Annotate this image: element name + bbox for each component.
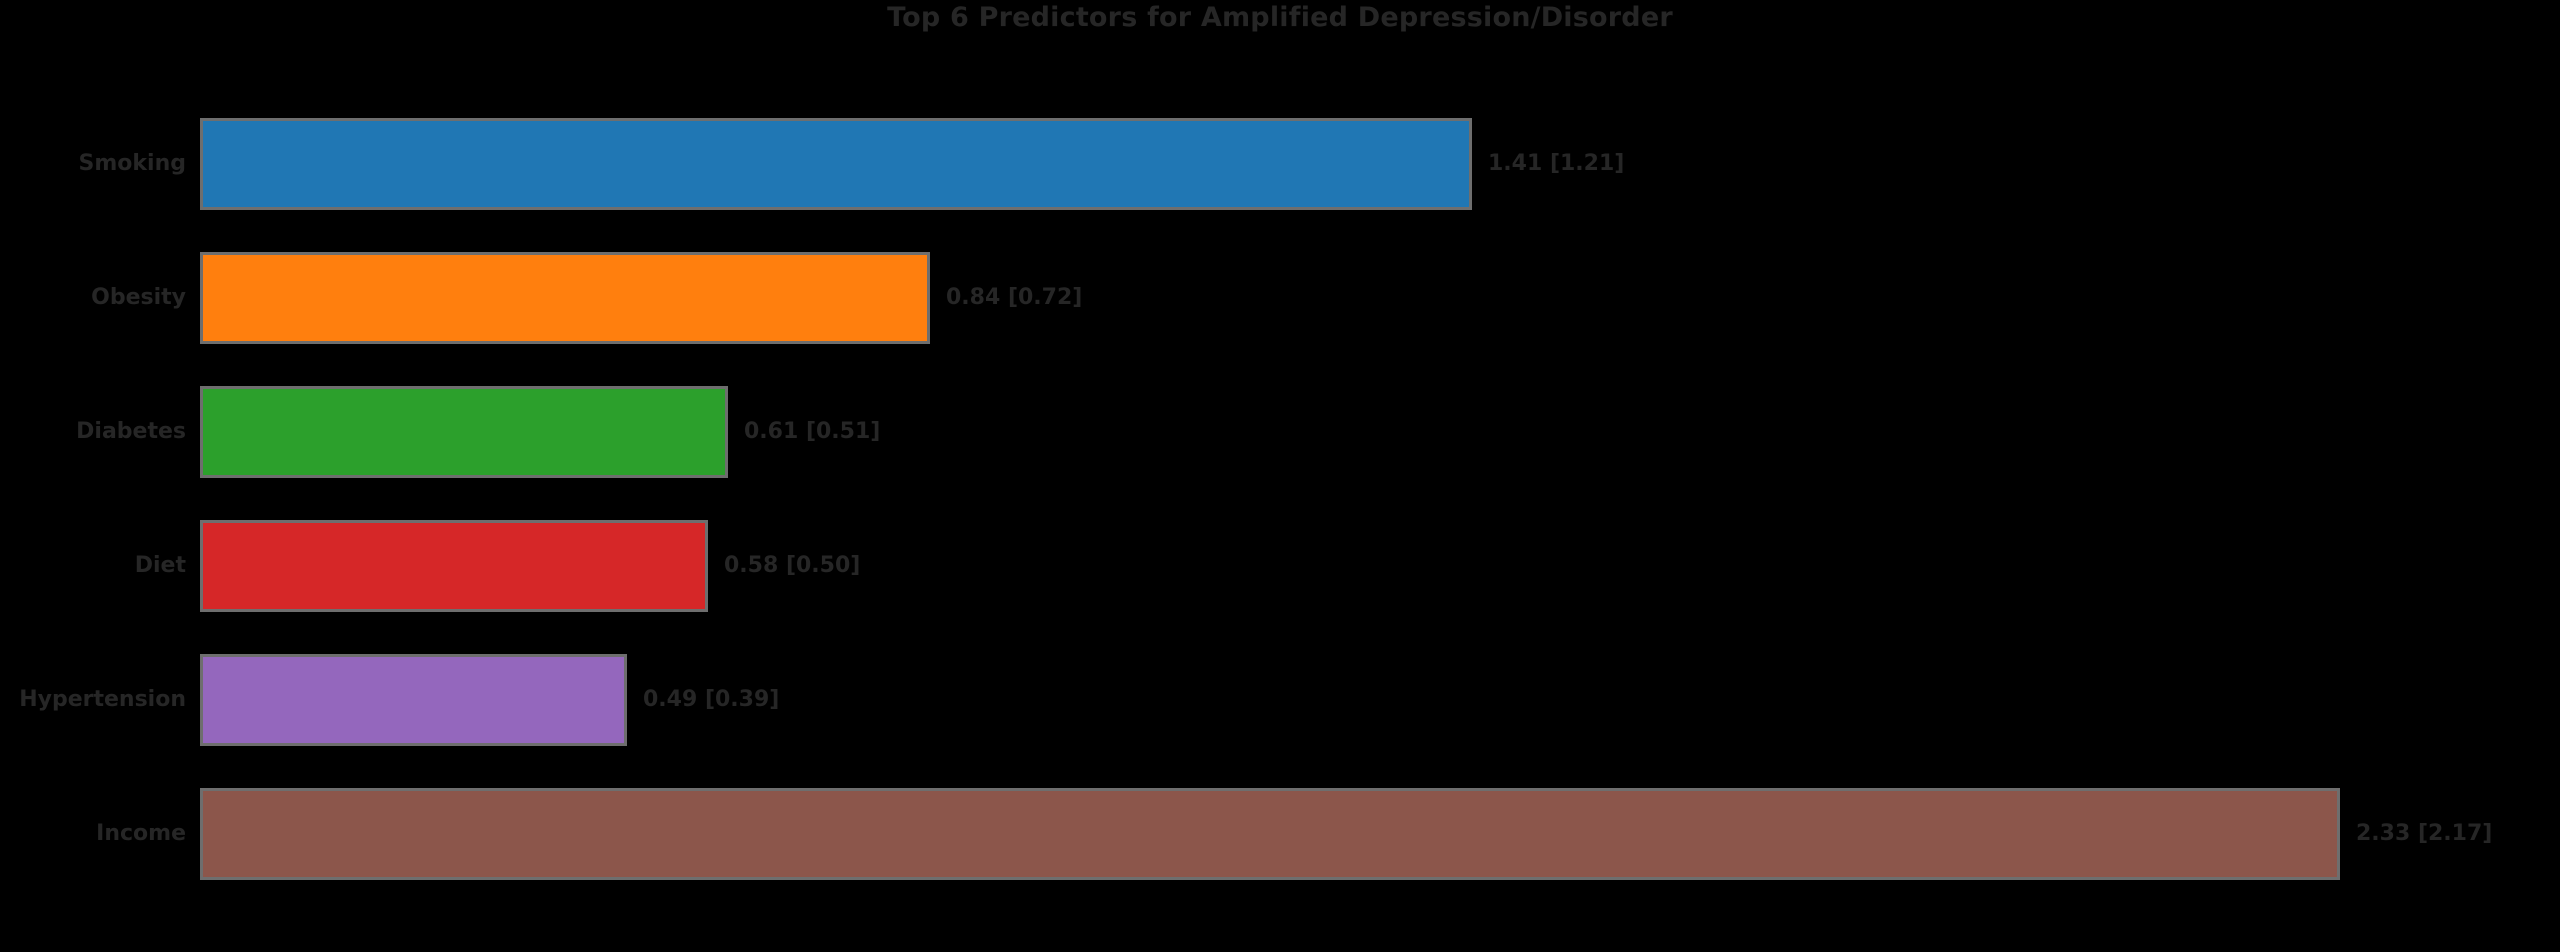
bar-value-label: 0.61 [0.51]	[744, 419, 881, 444]
bar-row: 0.61 [0.51]	[200, 386, 2520, 478]
bar-row: 0.49 [0.39]	[200, 654, 2520, 746]
y-tick-hypertension: Hypertension	[19, 687, 186, 712]
bar-value-label: 1.41 [1.21]	[1488, 151, 1625, 176]
bar-income[interactable]	[200, 788, 2340, 880]
bar-value-label: 2.33 [2.17]	[2356, 821, 2493, 846]
bar-row: 1.41 [1.21]	[200, 118, 2520, 210]
bar-value-label: 0.49 [0.39]	[643, 687, 780, 712]
bar-smoking[interactable]	[200, 118, 1472, 210]
chart-title: Top 6 Predictors for Amplified Depressio…	[887, 2, 1673, 33]
bar-row: 0.58 [0.50]	[200, 520, 2520, 612]
bar-value-label: 0.58 [0.50]	[724, 553, 861, 578]
bar-row: 2.33 [2.17]	[200, 788, 2520, 880]
bar-row: 0.84 [0.72]	[200, 252, 2520, 344]
y-tick-diet: Diet	[134, 553, 186, 578]
plot-area: 1.41 [1.21] 0.84 [0.72] 0.61 [0.51] 0.58 [0…	[200, 110, 2520, 915]
bar-value-label: 0.84 [0.72]	[946, 285, 1083, 310]
y-tick-obesity: Obesity	[91, 285, 186, 310]
y-tick-income: Income	[96, 821, 186, 846]
y-tick-smoking: Smoking	[78, 151, 186, 176]
bar-diabetes[interactable]	[200, 386, 728, 478]
bar-diet[interactable]	[200, 520, 708, 612]
y-tick-diabetes: Diabetes	[76, 419, 186, 444]
y-axis-tick-labels: Smoking Obesity Diabetes Diet Hypertension In…	[0, 110, 186, 915]
bar-obesity[interactable]	[200, 252, 930, 344]
bar-hypertension[interactable]	[200, 654, 627, 746]
